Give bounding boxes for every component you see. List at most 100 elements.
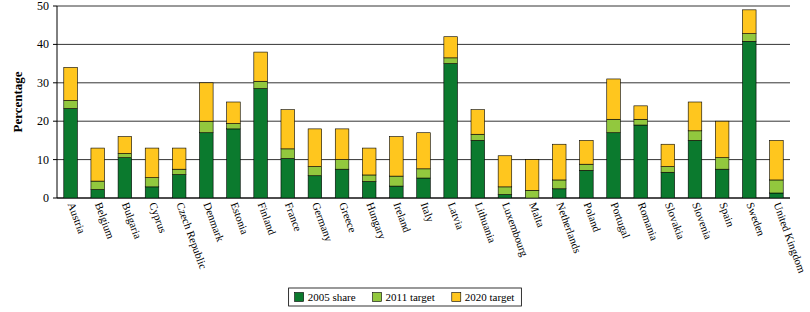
y-tick	[53, 159, 57, 160]
bar-segment	[281, 110, 295, 149]
bar-segment	[417, 133, 431, 169]
y-tick	[53, 121, 57, 122]
bar-segment	[688, 131, 702, 141]
bar-segment	[770, 193, 784, 198]
bar-segment	[172, 169, 186, 174]
bar-segment	[552, 144, 566, 180]
legend-swatch	[295, 293, 304, 302]
bar-segment	[715, 121, 729, 157]
x-tick-label: Finland	[256, 201, 279, 237]
y-axis-label: Percentage	[10, 71, 25, 132]
x-tick-label: Slovenia	[690, 201, 714, 241]
x-tick-label: Italy	[419, 201, 437, 225]
x-tick-label: Denmark	[201, 201, 226, 244]
bar-segment	[742, 10, 756, 34]
bar-segment	[145, 178, 159, 187]
bar-segment	[64, 100, 78, 108]
bars	[64, 10, 783, 198]
bar-segment	[390, 186, 404, 198]
grid-line	[57, 44, 790, 45]
x-tick-label: Latvia	[446, 201, 467, 232]
bar-segment	[172, 175, 186, 198]
bar-segment	[91, 148, 105, 181]
bar-segment	[688, 140, 702, 198]
x-tick-label: Greece	[337, 201, 359, 234]
bar-segment	[227, 129, 241, 198]
x-tick-label: United Kingdom	[772, 201, 809, 275]
grid: 01020304050	[37, 0, 790, 205]
bar-segment	[498, 195, 512, 198]
x-tick-label: Sweden	[744, 201, 767, 238]
bar-segment	[580, 170, 594, 198]
x-tick-label: Slovakia	[663, 201, 687, 241]
bar-segment	[444, 58, 458, 64]
bar-segment	[91, 190, 105, 198]
legend-label: 2005 share	[308, 291, 356, 303]
bar-segment	[308, 167, 322, 176]
bar-segment	[417, 169, 431, 178]
bar-segment	[580, 164, 594, 170]
bar-segment	[607, 79, 621, 119]
bar-segment	[742, 34, 756, 42]
y-tick-label: 0	[43, 191, 49, 205]
x-tick-label: Poland	[582, 201, 604, 234]
bar-segment	[390, 137, 404, 177]
x-tick-label: Hungary	[364, 201, 389, 242]
bar-segment	[580, 140, 594, 164]
bar-segment	[471, 110, 485, 135]
y-tick	[53, 82, 57, 83]
x-tick-label: Austria	[66, 201, 88, 236]
bar-segment	[525, 190, 539, 198]
bar-segment	[607, 119, 621, 132]
bar-segment	[118, 137, 132, 154]
bar-segment	[227, 124, 241, 129]
legend-box	[289, 288, 522, 306]
bar-segment	[308, 129, 322, 167]
chart: 01020304050PercentageAustriaBelgiumBulga…	[0, 0, 810, 312]
bar-segment	[362, 175, 376, 182]
bar-segment	[688, 102, 702, 131]
bar-segment	[661, 172, 675, 198]
bar-segment	[227, 102, 241, 124]
bar-segment	[770, 140, 784, 180]
x-tick-label: Germany	[310, 201, 335, 244]
bar-segment	[715, 169, 729, 198]
grid-line	[57, 6, 790, 7]
chart-svg: 01020304050PercentageAustriaBelgiumBulga…	[0, 0, 810, 312]
bar-segment	[525, 160, 539, 191]
bar-segment	[172, 148, 186, 169]
y-axis	[57, 6, 58, 198]
bar-segment	[661, 167, 675, 173]
bar-segment	[742, 41, 756, 198]
bar-segment	[498, 187, 512, 195]
bar-segment	[254, 89, 268, 198]
bar-segment	[444, 64, 458, 198]
y-tick-label: 50	[37, 0, 49, 13]
bar-segment	[715, 158, 729, 170]
legend: 2005 share2011 target2020 target	[289, 288, 522, 306]
y-tick-label: 40	[37, 37, 49, 51]
y-tick-label: 30	[37, 76, 49, 90]
bar-segment	[200, 121, 214, 133]
bar-segment	[471, 140, 485, 198]
bar-segment	[444, 37, 458, 58]
bar-segment	[634, 119, 648, 125]
bar-segment	[118, 153, 132, 157]
bar-segment	[770, 180, 784, 193]
y-tick	[53, 6, 57, 7]
bar-segment	[552, 180, 566, 189]
x-tick-label: Lithuania	[473, 201, 499, 245]
x-tick-label: Bulgaria	[120, 201, 144, 241]
bar-segment	[281, 149, 295, 159]
bar-segment	[64, 67, 78, 100]
bar-segment	[607, 133, 621, 198]
bar-segment	[200, 133, 214, 198]
bar-segment	[281, 158, 295, 198]
x-tick-label: Luxembourg	[500, 201, 531, 259]
legend-swatch	[452, 293, 461, 302]
legend-swatch	[373, 293, 382, 302]
bar-segment	[417, 178, 431, 198]
x-tick-label: Netherlands	[554, 201, 583, 255]
bar-segment	[118, 158, 132, 198]
bar-segment	[471, 134, 485, 140]
